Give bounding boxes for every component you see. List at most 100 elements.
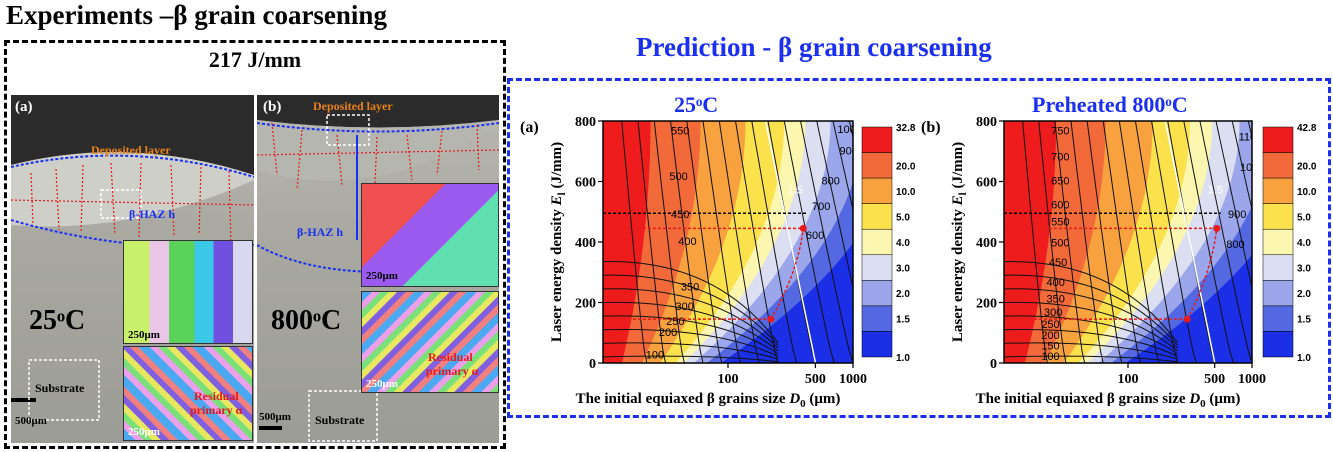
- contour-chart-a: 1002002503003504004505005506007008009001…: [520, 115, 916, 410]
- micrograph-b-deposit: [257, 120, 499, 181]
- colorbar-swatch-a-0: [861, 126, 893, 153]
- prediction-curve-b: [1186, 228, 1218, 320]
- contour-label-b-7: 450: [1049, 257, 1067, 269]
- haz-label-b: β-HAZ h: [297, 225, 343, 239]
- y-tick-label-a-4: 800: [575, 115, 596, 130]
- contour-line-a-1: [637, 121, 666, 363]
- colorbar-label-b-4: 4.0: [1297, 238, 1311, 249]
- contour-line-a-8: [751, 121, 798, 363]
- y-tick-label-b-4: 800: [976, 115, 997, 130]
- deposited-label-a: Deposited layer: [91, 143, 171, 157]
- contour-low-a-3: [603, 315, 779, 355]
- contour-label-b-4: 300: [1044, 307, 1062, 319]
- colorbar-swatch-b-7: [1262, 305, 1294, 332]
- fusion-line-b: [257, 122, 499, 133]
- grain-boundaries-b: [257, 122, 499, 191]
- colorbar-label-b-3: 5.0: [1297, 212, 1311, 223]
- contour-line-a-6: [718, 121, 760, 363]
- ebsd-bottom-scale-b: 250μm: [366, 378, 398, 390]
- ebsd-top-scale-b: 250μm: [366, 270, 398, 282]
- contour-line-b-0: [1022, 121, 1048, 363]
- colorbar-swatch-a-5: [861, 254, 893, 281]
- contour-line-b-7: [1134, 121, 1179, 363]
- colorbar-swatch-a-6: [861, 280, 893, 307]
- contour-label-b-14: 800: [1226, 239, 1244, 251]
- x-tick-label-a-0: 100: [718, 372, 739, 387]
- micrograph-a: (a) Deposited layer β-HAZ h 25ᵒC Substra…: [11, 95, 254, 443]
- colorbar-label-b-7: 1.5: [1297, 315, 1311, 326]
- contour-label-a-4: 350: [681, 281, 699, 293]
- colorbar-swatch-b-0: [1262, 126, 1294, 153]
- contour-line-b-5: [1102, 121, 1141, 363]
- residual-label-b-1: Residual: [428, 350, 473, 364]
- y-tick-label-b-3: 600: [976, 176, 997, 191]
- ebsd-top-a: 250μm: [123, 240, 253, 344]
- ebsd-bottom-scale-a: 250μm: [128, 426, 160, 438]
- white-contour-label-a: 1.5: [788, 185, 803, 197]
- experiments-energy-label: 217 J/mm: [208, 47, 302, 72]
- contour-line-a-12: [816, 121, 853, 290]
- substrate-label-a: Substrate: [35, 381, 85, 395]
- colorbar-swatch-a-2: [861, 177, 893, 204]
- y-tick-label-b-0: 0: [990, 357, 997, 372]
- x-tick-label-b-0: 100: [1118, 372, 1139, 387]
- colorbar-swatch-a-1: [861, 152, 893, 179]
- experiments-title: Experiments –β grain coarsening: [6, 0, 387, 30]
- micrograph-a-background: [11, 95, 254, 175]
- contour-label-b-1: 150: [1041, 340, 1059, 352]
- contour-line-b-6: [1118, 121, 1160, 363]
- x-tick-label-b-2: 1000: [1238, 372, 1266, 387]
- colorbar-label-b-6: 2.0: [1297, 289, 1311, 300]
- colorbar-label-a-6: 2.0: [896, 289, 910, 300]
- contour-label-b-5: 350: [1046, 294, 1064, 306]
- prediction-title-b: Preheated 800ᵒC: [1032, 92, 1188, 117]
- contour-label-b-0: 100: [1041, 351, 1059, 363]
- contour-line-b-2: [1054, 121, 1086, 363]
- contour-line-b-1: [1038, 121, 1067, 363]
- contour-white-a: [764, 121, 817, 363]
- y-tick-label-b-2: 400: [976, 236, 997, 251]
- colorbar-swatch-a-7: [861, 305, 893, 332]
- contour-line-b-12: [1215, 121, 1252, 290]
- contour-line-a-0: [621, 121, 648, 363]
- contour-low-a-4: [603, 301, 779, 352]
- colorbar-swatch-b-8: [1262, 331, 1294, 358]
- contour-low-b-1: [1004, 342, 1178, 360]
- scale-label-a: 500μm: [15, 415, 47, 427]
- temperature-label-a: 25ᵒC: [29, 305, 86, 336]
- y-axis-label-b: Laser energy density El (J/mm): [950, 142, 969, 342]
- contour-label-b-10: 600: [1051, 200, 1069, 212]
- colorbar-swatch-a-8: [861, 331, 893, 358]
- contour-chart-b: 1001502002503003504004505005506006507007…: [921, 115, 1317, 410]
- contour-line-b-10: [1183, 121, 1234, 363]
- micrograph-b: (b) Deposited layer β-HAZ h 800ᵒC Substr…: [257, 95, 499, 443]
- x-tick-label-a-1: 500: [805, 372, 826, 387]
- contour-label-b-13: 750: [1051, 126, 1069, 138]
- temperature-label-b: 800ᵒC: [271, 305, 342, 336]
- contour-label-a-13: 1000: [837, 124, 861, 136]
- prediction-box: [507, 78, 1331, 418]
- contour-label-b-8: 500: [1051, 238, 1069, 250]
- prediction-title: Prediction - β grain coarsening: [636, 32, 992, 62]
- contour-label-a-5: 400: [678, 236, 696, 248]
- colorbar-label-a-5: 3.0: [896, 264, 910, 275]
- colorbar-swatch-b-6: [1262, 280, 1294, 307]
- y-tick-label-a-0: 0: [589, 357, 596, 372]
- contour-line-a-13: [832, 121, 853, 212]
- contour-white-b: [1164, 121, 1216, 363]
- colorbar-swatch-b-1: [1262, 152, 1294, 179]
- x-axis-label-a: The initial equiaxed β grains size D0 (μ…: [576, 391, 841, 410]
- contour-low-b-4: [1004, 301, 1178, 352]
- contour-low-a-2: [603, 328, 779, 357]
- contour-low-b-3: [1004, 315, 1178, 355]
- haz-line-a: [11, 219, 254, 249]
- contour-label-b-16: 1000: [1240, 162, 1264, 174]
- contour-label-a-10: 700: [812, 201, 830, 213]
- contour-label-b-3: 250: [1041, 319, 1059, 331]
- y-axis-label-a: Laser energy density El (J/mm): [549, 142, 568, 342]
- substrate-label-b: Substrate: [315, 413, 365, 427]
- contour-line-b-11: [1199, 121, 1252, 363]
- contour-low-a-0: [603, 355, 779, 363]
- micrograph-b-background: [257, 95, 499, 128]
